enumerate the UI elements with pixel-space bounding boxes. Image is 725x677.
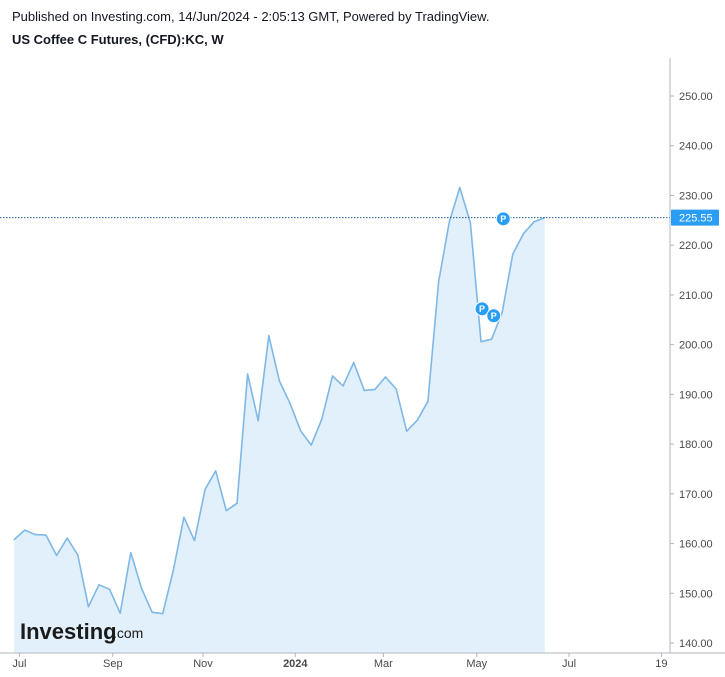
data-point	[289, 402, 291, 404]
data-point	[416, 419, 418, 421]
price-tick-label: 140.00	[679, 638, 713, 650]
data-point	[438, 281, 440, 283]
event-marker-circle	[474, 301, 490, 317]
price-tick-label: 180.00	[679, 439, 713, 451]
data-point	[87, 606, 89, 608]
data-point	[98, 584, 100, 586]
event-marker-label: P	[491, 311, 497, 321]
price-tick-label: 170.00	[679, 489, 713, 501]
data-point	[140, 587, 143, 589]
data-point	[331, 375, 334, 377]
data-point	[278, 380, 280, 382]
data-point	[533, 221, 535, 223]
chart-title: US Coffee C Futures, (CFD):KC, W	[12, 32, 224, 47]
data-point	[204, 488, 206, 490]
data-point	[225, 510, 227, 512]
data-point	[459, 186, 461, 189]
data-point	[130, 551, 132, 554]
event-marker-circle	[495, 211, 511, 227]
event-marker-circle	[486, 308, 502, 324]
time-tick-label: May	[466, 658, 487, 670]
data-point	[24, 529, 26, 531]
price-tick-label: 220.00	[679, 240, 713, 252]
data-point	[247, 373, 249, 375]
data-point	[236, 502, 238, 504]
data-point	[119, 612, 121, 614]
time-tick-label: Jul	[12, 658, 26, 670]
price-line-layer	[13, 186, 546, 615]
logo-wordmark: Investing	[20, 619, 117, 644]
data-point	[522, 233, 525, 235]
data-point	[501, 311, 503, 313]
data-point	[469, 222, 471, 224]
data-point	[300, 430, 302, 432]
price-tick-label: 190.00	[679, 389, 713, 401]
data-point	[151, 611, 153, 613]
price-tick-label: 150.00	[679, 588, 713, 600]
last-price-text: 225.55	[679, 213, 713, 225]
data-point	[480, 341, 482, 343]
data-point	[183, 516, 185, 518]
data-point	[257, 420, 259, 422]
logo-suffix: .com	[113, 625, 143, 641]
data-point	[353, 361, 355, 364]
data-point	[172, 569, 174, 572]
data-point	[363, 389, 365, 391]
time-tick-label: Sep	[103, 658, 123, 670]
data-point	[374, 388, 376, 390]
event-marker-label: P	[479, 304, 485, 314]
published-caption: Published on Investing.com, 14/Jun/2024 …	[12, 9, 490, 24]
event-marker-label: P	[500, 214, 506, 224]
price-tick-label: 210.00	[679, 290, 713, 302]
data-point	[66, 537, 68, 539]
data-point	[34, 534, 36, 536]
event-marker[interactable]: P	[495, 211, 511, 227]
data-point	[512, 253, 514, 255]
data-point	[45, 534, 47, 536]
time-axis[interactable]: Jul Sep Nov 2024 Mar May Jul 19	[12, 653, 668, 670]
area-fill	[14, 187, 545, 653]
price-tick-label: 230.00	[679, 190, 713, 202]
price-tick-label: 240.00	[679, 141, 713, 153]
data-point	[109, 588, 111, 590]
price-tick-label: 160.00	[679, 539, 713, 551]
data-point	[268, 335, 270, 337]
data-point	[215, 470, 217, 472]
data-point	[310, 444, 312, 446]
data-point	[395, 388, 397, 390]
time-tick-label: Nov	[193, 658, 213, 670]
event-marker[interactable]: P	[474, 301, 490, 317]
data-point	[321, 418, 323, 420]
data-point	[406, 430, 408, 432]
price-tick-label: 200.00	[679, 340, 713, 352]
data-point	[13, 539, 15, 541]
data-point	[342, 385, 344, 387]
area-fill-layer	[14, 187, 545, 653]
time-tick-label: 19	[655, 658, 667, 670]
time-tick-label: Jul	[562, 658, 576, 670]
markers-layer: PPP	[474, 211, 511, 324]
data-point	[56, 554, 58, 557]
time-tick-label: 2024	[283, 658, 308, 670]
price-axis[interactable]: 250.00 240.00 230.00 220.00 210.00 200.00 190.…	[670, 91, 713, 650]
event-marker[interactable]: P	[486, 308, 502, 324]
data-point	[427, 400, 429, 402]
investing-logo: Investing .com	[20, 619, 143, 644]
data-point	[448, 221, 450, 223]
last-price-badge	[671, 209, 719, 226]
data-point	[77, 554, 79, 556]
data-point	[384, 376, 387, 378]
data-point	[193, 540, 196, 542]
data-point	[491, 338, 493, 340]
last-price-label: 225.55	[671, 209, 719, 226]
price-tick-label: 250.00	[679, 91, 713, 103]
time-tick-label: Mar	[374, 658, 393, 670]
data-point	[162, 613, 164, 615]
